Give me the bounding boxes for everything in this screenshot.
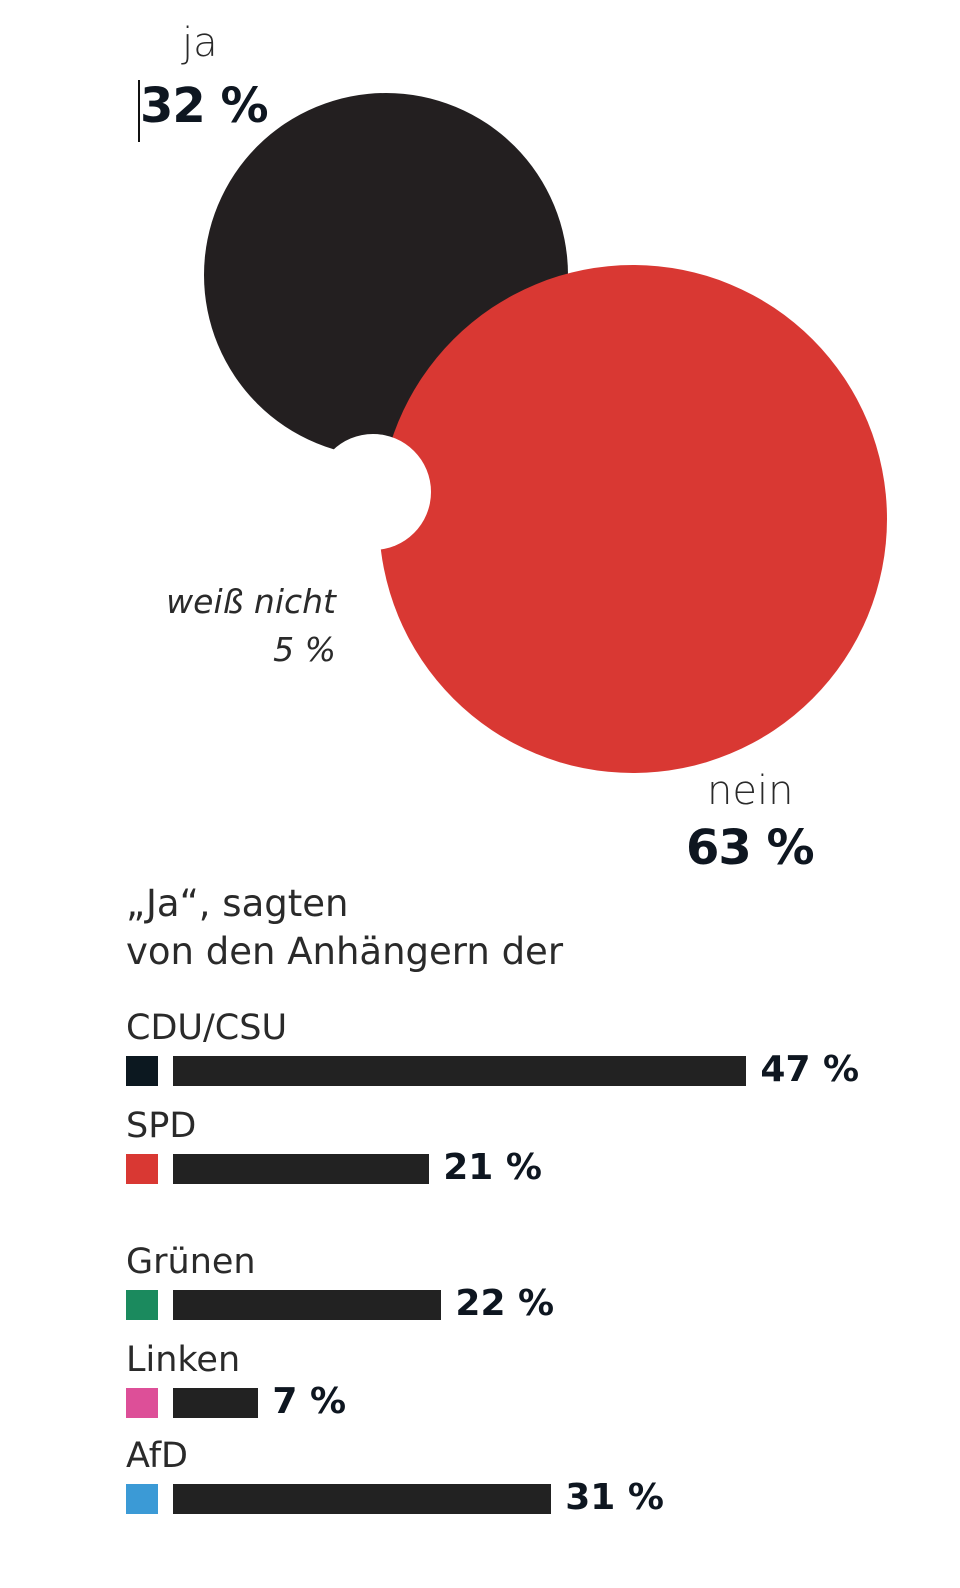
bar (173, 1154, 430, 1184)
bar-value-label: 47 % (760, 1049, 860, 1090)
text-cursor (138, 80, 140, 142)
bar-line: 22 % (126, 1283, 554, 1324)
bar-value-label: 21 % (443, 1147, 542, 1188)
bar-line: 47 % (126, 1049, 859, 1090)
party-color-swatch (126, 1484, 158, 1514)
bar-category-label: SPD (126, 1106, 197, 1146)
bar-row-spd: SPD 21 % (126, 1104, 542, 1188)
label-nein: nein (707, 768, 794, 814)
bar (173, 1056, 747, 1086)
bar-line: 21 % (126, 1147, 542, 1188)
bar-category-label: Linken (126, 1340, 241, 1380)
party-color-swatch (126, 1388, 158, 1418)
bar-value-label: 22 % (455, 1283, 555, 1324)
party-color-swatch (126, 1154, 158, 1184)
bar-row-cdu-csu: CDU/CSU 47 % (126, 1006, 859, 1090)
bar-chart-intro: „Ja“, sagten von den Anhängern der (126, 880, 563, 976)
party-color-swatch (126, 1056, 158, 1086)
intro-line-2: von den Anhängern der (126, 930, 564, 973)
bar-category-label: Grünen (126, 1242, 256, 1282)
bar-category-label: AfD (126, 1436, 188, 1476)
pie-slice-nein (379, 265, 887, 773)
label-weiss-nicht: weiß nicht (166, 582, 336, 621)
bar-row-gr-nen: Grünen 22 % (126, 1240, 554, 1324)
intro-line-1: „Ja“, sagten (126, 882, 349, 925)
bar-row-linken: Linken 7 % (126, 1338, 346, 1422)
bar-category-label: CDU/CSU (126, 1008, 288, 1048)
bar (173, 1290, 442, 1320)
value-ja: 32 % (140, 78, 269, 134)
bar-value-label: 7 % (272, 1381, 347, 1422)
bar (173, 1388, 259, 1418)
bar-line: 7 % (126, 1381, 346, 1422)
bar-row-afd: AfD 31 % (126, 1434, 664, 1518)
value-nein: 63 % (686, 820, 815, 876)
party-color-swatch (126, 1290, 158, 1320)
bar-value-label: 31 % (565, 1477, 664, 1518)
label-ja: ja (182, 20, 218, 66)
pie-slice-weiss-nicht (315, 434, 431, 550)
value-weiss-nicht: 5 % (273, 630, 336, 669)
bar (173, 1484, 552, 1514)
pie-chart (204, 93, 887, 773)
bar-line: 31 % (126, 1477, 664, 1518)
